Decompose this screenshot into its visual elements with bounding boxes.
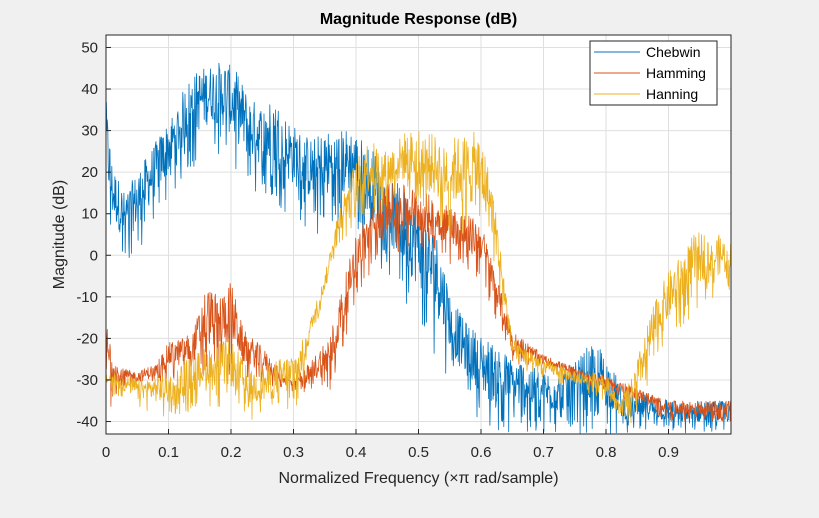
y-tick-label: 40 [81, 81, 98, 98]
x-tick-label: 0.6 [471, 444, 492, 461]
y-tick-label: -10 [76, 289, 98, 306]
x-tick-label: 0.4 [346, 444, 367, 461]
y-tick-label: 50 [81, 39, 98, 56]
x-tick-label: 0.7 [533, 444, 554, 461]
x-tick-label: 0.3 [283, 444, 304, 461]
y-tick-label: -20 [76, 330, 98, 347]
legend: Chebwin Hamming Hanning [589, 40, 718, 106]
y-axis: -40 -30 -20 -10 0 10 20 30 40 50 [76, 39, 111, 431]
chart-title: Magnitude Response (dB) [320, 11, 517, 28]
x-tick-label: 0.9 [658, 444, 679, 461]
y-axis-label: Magnitude (dB) [51, 180, 68, 289]
legend-label-hamming: Hamming [646, 65, 706, 81]
legend-label-chebwin: Chebwin [646, 44, 700, 60]
x-tick-label: 0.8 [596, 444, 617, 461]
series-layer [106, 62, 731, 434]
y-tick-label: 20 [81, 164, 98, 181]
y-tick-label: -40 [76, 414, 98, 431]
x-tick-label: 0 [102, 444, 110, 461]
y-tick-label: 0 [90, 247, 98, 264]
series-hanning-line [106, 131, 731, 424]
y-tick-label: 30 [81, 123, 98, 140]
y-tick-label: 10 [81, 206, 98, 223]
x-axis: 0 0.1 0.2 0.3 0.4 0.5 0.6 0.7 0.8 0.9 [102, 429, 679, 461]
x-tick-label: 0.2 [221, 444, 242, 461]
x-axis-label: Normalized Frequency (×π rad/sample) [278, 470, 558, 487]
y-tick-label: -30 [76, 372, 98, 389]
x-tick-label: 0.1 [158, 444, 179, 461]
series-chebwin-line [106, 62, 731, 434]
x-tick-label: 0.5 [408, 444, 429, 461]
legend-label-hanning: Hanning [646, 86, 698, 102]
